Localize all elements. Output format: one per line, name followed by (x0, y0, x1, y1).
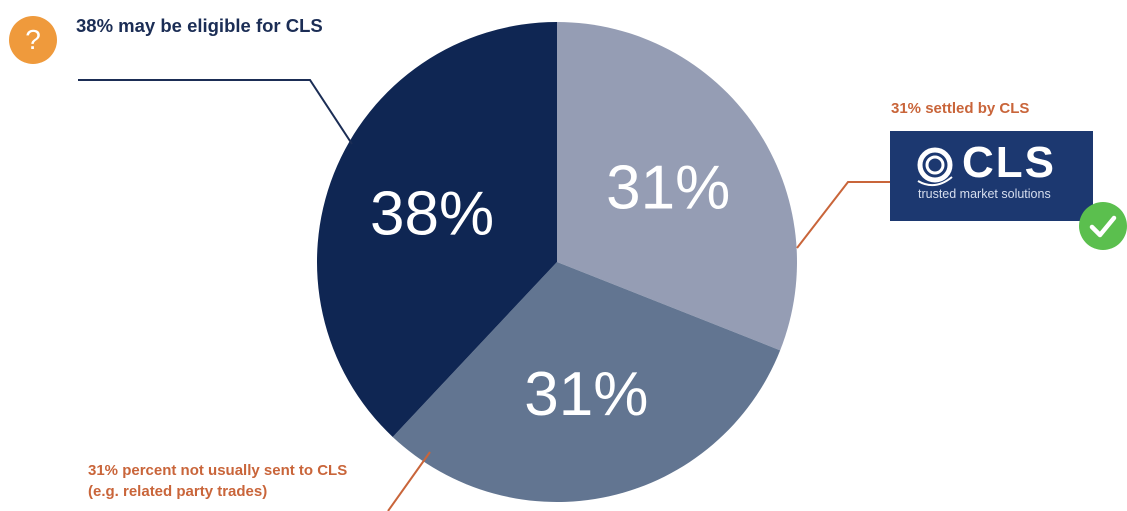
pie-slice-label-3: 38% (370, 180, 494, 249)
pie-slice-3 (317, 22, 557, 437)
cls-swirl-icon (917, 147, 953, 187)
cls-logo-text: CLS (962, 138, 1056, 187)
pie-slice-label-1: 31% (606, 153, 730, 222)
leader-line-settled (796, 181, 890, 249)
leader-line-eligible (78, 79, 353, 145)
annotation-not-sent-line2: (e.g. related party trades) (88, 483, 268, 500)
leader-line-not-sent (387, 451, 431, 511)
annotation-not-sent: 31% percent not usually sent to CLS (e.g… (88, 460, 418, 502)
annotation-settled: 31% settled by CLS (891, 100, 1030, 117)
pie-slice-2 (392, 262, 781, 503)
pie-slice-label-2: 31% (524, 360, 648, 429)
question-icon: ? (9, 16, 57, 64)
pie-slice-1 (557, 22, 798, 351)
checkmark-icon (1079, 202, 1127, 250)
annotation-not-sent-line1: 31% percent not usually sent to CLS (88, 462, 348, 479)
cls-logo: CLS trusted market solutions (890, 131, 1093, 221)
annotation-eligible: 38% may be eligible for CLS (76, 15, 323, 36)
cls-logo-tagline: trusted market solutions (918, 187, 1051, 201)
